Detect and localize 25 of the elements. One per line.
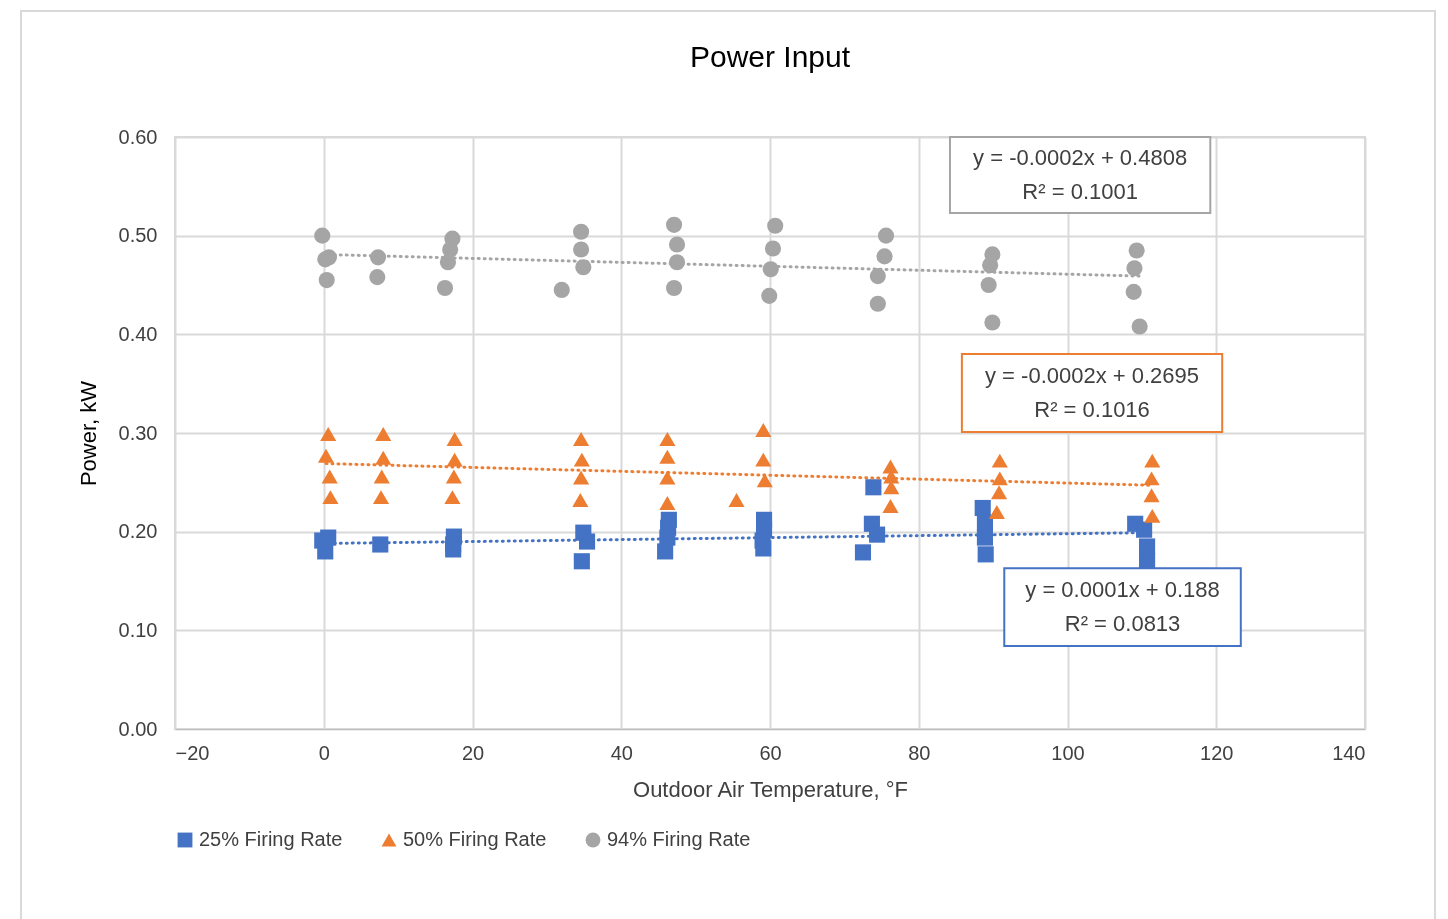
y-tick-label: 0.00 — [118, 717, 158, 740]
x-tick-label: 120 — [1200, 741, 1234, 764]
x-tick-label: −20 — [175, 741, 210, 764]
annotation: y = 0.0001x + 0.188 R² = 0.0813 — [1025, 577, 1220, 637]
x-tick-label: 80 — [908, 741, 931, 764]
annotation: y = -0.0002x + 0.4808 R² = 0.1001 — [973, 144, 1188, 204]
x-tick-label: 0 — [318, 741, 330, 764]
x-tick-label: 20 — [461, 741, 485, 764]
y-axis-title: Power, kW — [75, 380, 101, 487]
x-tick-label: 100 — [1051, 741, 1085, 764]
y-tick-label: 0.10 — [118, 618, 158, 641]
x-tick-label: 60 — [759, 741, 782, 764]
legend-label: 50% Firing Rate — [403, 828, 547, 850]
chart-title: Power Input — [689, 40, 851, 73]
legend-label: 94% Firing Rate — [607, 828, 751, 850]
y-tick-label: 0.20 — [118, 520, 158, 543]
y-tick-label: 0.30 — [118, 421, 158, 444]
y-tick-label: 0.40 — [118, 322, 158, 345]
x-tick-label: 140 — [1332, 741, 1366, 764]
x-axis-title: Outdoor Air Temperature, °F — [633, 776, 908, 802]
annotation: y = -0.0002x + 0.2695 R² = 0.1016 — [985, 363, 1200, 423]
legend-label: 25% Firing Rate — [199, 828, 343, 850]
y-tick-label: 0.60 — [118, 125, 158, 148]
y-tick-label: 0.50 — [118, 224, 158, 247]
x-tick-label: 40 — [610, 741, 633, 764]
